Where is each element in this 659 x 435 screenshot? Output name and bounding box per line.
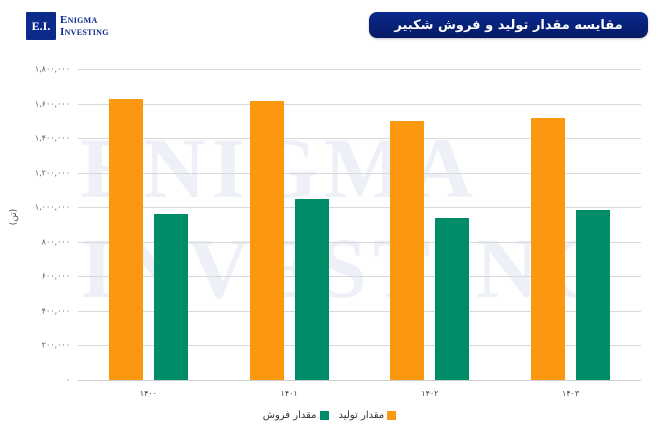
gridline — [78, 138, 641, 140]
gridline — [78, 69, 641, 70]
bar-production[interactable] — [249, 100, 284, 380]
x-tick-label: ۱۴۰۲ — [421, 389, 439, 398]
gridline — [78, 310, 641, 312]
y-tick-label: ۱,۶۰۰,۰۰۰ — [34, 99, 70, 109]
chart-title: مقایسه مقدار تولید و فروش شکبیر — [369, 12, 648, 38]
plot-area — [78, 69, 641, 381]
gridline — [78, 345, 641, 347]
y-tick-label: ۱,۰۰۰,۰۰۰ — [34, 202, 70, 212]
gridline — [78, 172, 641, 174]
gridline — [78, 380, 641, 381]
enigma-logo: E.I. Enigma Investing — [26, 12, 109, 40]
y-tick-label: ۴۰۰,۰۰۰ — [41, 306, 70, 316]
legend-item-production[interactable]: مقدار تولید — [339, 410, 397, 421]
legend: مقدار تولید مقدار فروش — [0, 410, 659, 421]
y-tick-label: ۱,۴۰۰,۰۰۰ — [34, 133, 70, 143]
y-tick-label: ۲۰۰,۰۰۰ — [41, 340, 70, 350]
y-tick-label: ۱,۸۰۰,۰۰۰ — [34, 64, 70, 74]
y-tick-label: ۶۰۰,۰۰۰ — [41, 271, 70, 281]
bar-sales[interactable] — [153, 214, 188, 380]
y-tick-label: ۸۰۰,۰۰۰ — [41, 237, 70, 247]
bar-sales[interactable] — [576, 209, 611, 380]
bar-production[interactable] — [531, 118, 566, 380]
gridline — [78, 276, 641, 278]
logo-text: Enigma Investing — [60, 14, 109, 38]
y-tick-label: ۰ — [65, 375, 70, 385]
bar-sales[interactable] — [294, 199, 329, 380]
y-tick-label: ۱,۲۰۰,۰۰۰ — [34, 168, 70, 178]
legend-swatch-sales — [319, 411, 329, 420]
legend-label-production: مقدار تولید — [338, 410, 385, 421]
gridline — [78, 207, 641, 209]
gridline — [78, 241, 641, 243]
x-tick-label: ۱۴۰۱ — [280, 389, 298, 398]
legend-swatch-production — [387, 411, 397, 420]
legend-label-sales: مقدار فروش — [262, 410, 317, 421]
x-tick-label: ۱۴۰۳ — [562, 389, 580, 398]
bar-production[interactable] — [108, 99, 143, 380]
bar-sales[interactable] — [435, 218, 470, 380]
legend-item-sales[interactable]: مقدار فروش — [263, 410, 329, 421]
bar-production[interactable] — [390, 120, 425, 380]
logo-line2: Investing — [60, 26, 109, 38]
logo-line1: Enigma — [60, 14, 98, 26]
logo-mark: E.I. — [26, 12, 56, 40]
x-tick-label: ۱۴۰۰ — [139, 389, 157, 398]
gridline — [78, 103, 641, 105]
